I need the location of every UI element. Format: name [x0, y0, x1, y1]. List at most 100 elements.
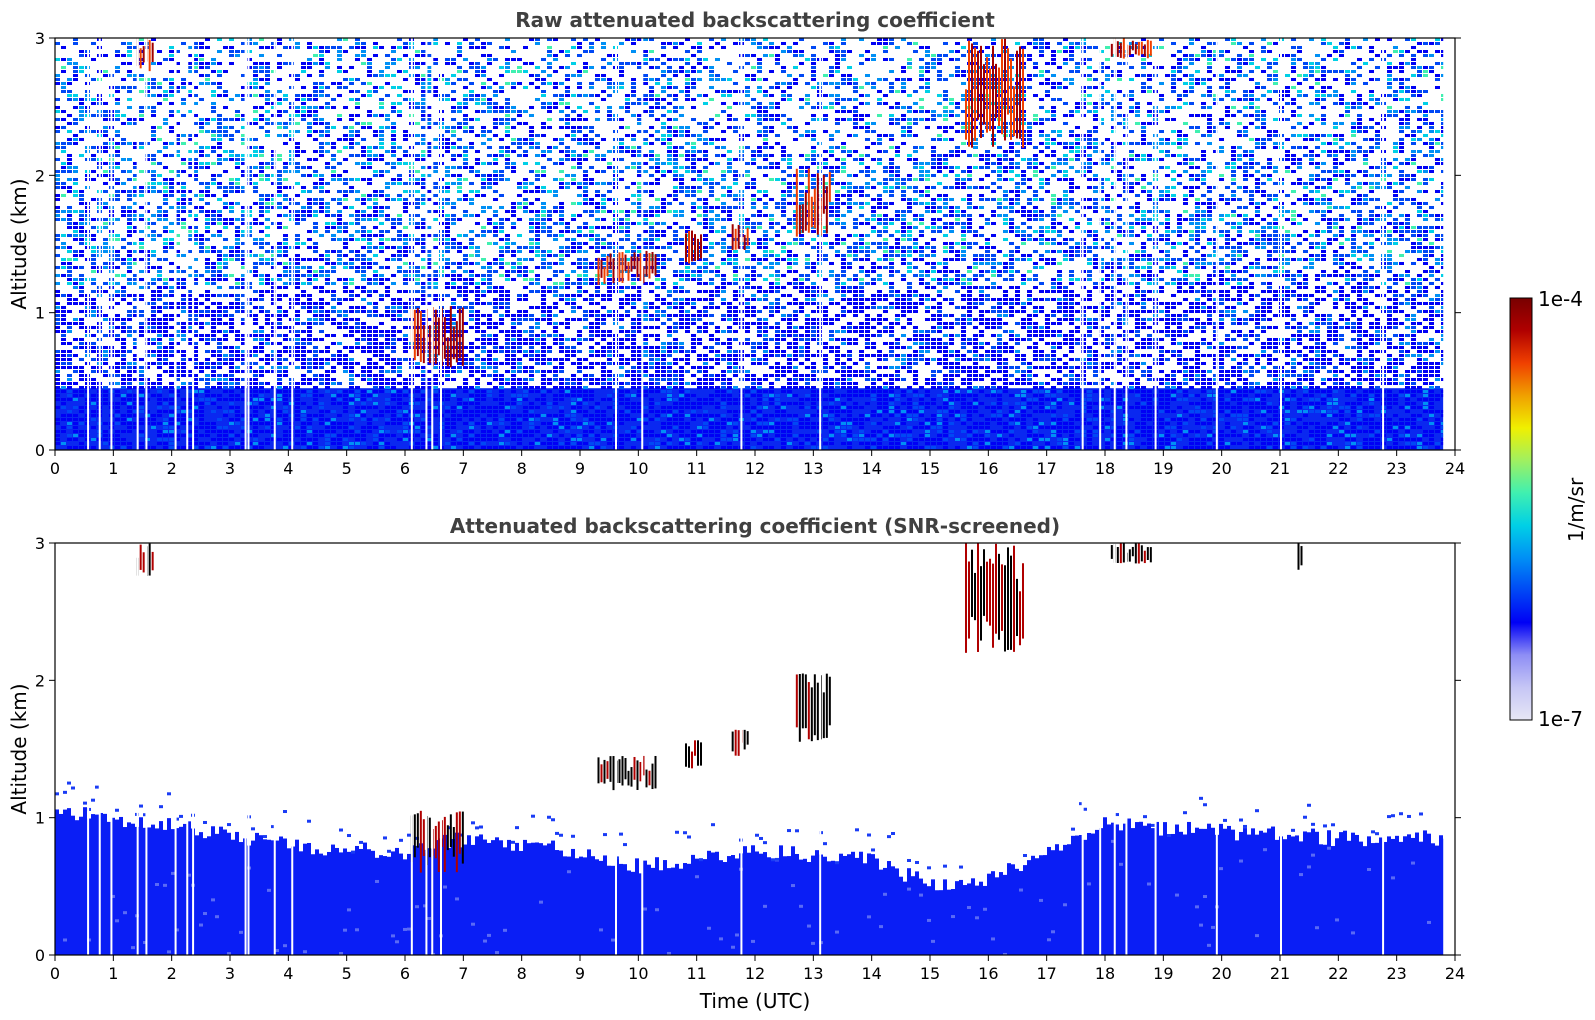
- backscatter-speckle: [295, 214, 300, 217]
- backscatter-speckle: [541, 106, 546, 109]
- backscatter-speckle: [67, 210, 72, 213]
- backscatter-speckle: [505, 434, 510, 437]
- backscatter-speckle: [277, 362, 282, 365]
- backscatter-speckle: [61, 110, 66, 113]
- backscatter-speckle: [403, 78, 408, 81]
- backscatter-speckle: [151, 306, 156, 309]
- backscatter-speckle: [355, 106, 360, 109]
- backscatter-speckle: [241, 386, 246, 389]
- backscatter-speckle: [199, 446, 204, 449]
- backscatter-speckle: [403, 238, 408, 241]
- backscatter-speckle: [199, 54, 204, 57]
- backscatter-speckle: [547, 110, 552, 113]
- backscatter-speckle: [259, 442, 264, 445]
- backscatter-speckle: [355, 98, 360, 101]
- backscatter-speckle: [235, 286, 240, 289]
- backscatter-speckle: [163, 442, 168, 445]
- backscatter-speckle: [217, 382, 222, 385]
- backscatter-speckle: [481, 186, 486, 189]
- backscatter-speckle: [151, 214, 156, 217]
- backscatter-speckle: [187, 430, 192, 433]
- backscatter-speckle: [499, 246, 504, 249]
- backscatter-speckle: [115, 338, 120, 341]
- backscatter-speckle: [451, 394, 456, 397]
- backscatter-speckle: [115, 274, 120, 277]
- backscatter-speckle: [523, 378, 528, 381]
- backscatter-speckle: [259, 222, 264, 225]
- backscatter-speckle: [241, 430, 246, 433]
- backscatter-speckle: [241, 186, 246, 189]
- backscatter-speckle: [133, 394, 138, 397]
- backscatter-speckle: [499, 146, 504, 149]
- backscatter-speckle: [169, 390, 174, 393]
- backscatter-speckle: [331, 382, 336, 385]
- backscatter-speckle: [529, 258, 534, 261]
- backscatter-speckle: [271, 354, 276, 357]
- backscatter-speckle: [265, 110, 270, 113]
- backscatter-speckle: [103, 182, 108, 185]
- backscatter-speckle: [151, 78, 156, 81]
- backscatter-speckle: [511, 222, 516, 225]
- backscatter-speckle: [517, 342, 522, 345]
- backscatter-speckle: [343, 346, 348, 349]
- backscatter-speckle: [181, 226, 186, 229]
- backscatter-speckle: [127, 350, 132, 353]
- backscatter-speckle: [313, 302, 318, 305]
- backscatter-speckle: [499, 230, 504, 233]
- backscatter-speckle: [79, 118, 84, 121]
- backscatter-speckle: [427, 414, 432, 417]
- backscatter-speckle: [307, 134, 312, 137]
- backscatter-speckle: [373, 438, 378, 441]
- backscatter-speckle: [241, 74, 246, 77]
- backscatter-speckle: [379, 294, 384, 297]
- backscatter-speckle: [421, 202, 426, 205]
- backscatter-speckle: [163, 426, 168, 429]
- backscatter-speckle: [61, 322, 66, 325]
- backscatter-speckle: [205, 166, 210, 169]
- backscatter-speckle: [103, 70, 108, 73]
- backscatter-speckle: [175, 154, 180, 157]
- backscatter-speckle: [241, 350, 246, 353]
- backscatter-speckle: [313, 86, 318, 89]
- backscatter-speckle: [61, 418, 66, 421]
- backscatter-speckle: [199, 190, 204, 193]
- backscatter-speckle: [505, 166, 510, 169]
- backscatter-speckle: [553, 70, 558, 73]
- backscatter-speckle: [277, 410, 282, 413]
- backscatter-speckle: [313, 230, 318, 233]
- backscatter-speckle: [541, 358, 546, 361]
- backscatter-speckle: [133, 346, 138, 349]
- backscatter-speckle: [271, 418, 276, 421]
- backscatter-speckle: [367, 110, 372, 113]
- backscatter-speckle: [157, 338, 162, 341]
- backscatter-speckle: [379, 378, 384, 381]
- backscatter-speckle: [55, 246, 60, 249]
- backscatter-speckle: [301, 438, 306, 441]
- backscatter-speckle: [127, 242, 132, 245]
- backscatter-speckle: [307, 422, 312, 425]
- backscatter-speckle: [379, 314, 384, 317]
- backscatter-speckle: [277, 222, 282, 225]
- backscatter-speckle: [463, 422, 468, 425]
- backscatter-speckle: [133, 142, 138, 145]
- backscatter-speckle: [493, 362, 498, 365]
- backscatter-speckle: [517, 298, 522, 301]
- backscatter-speckle: [199, 130, 204, 133]
- backscatter-speckle: [133, 366, 138, 369]
- backscatter-speckle: [535, 342, 540, 345]
- backscatter-speckle: [265, 62, 270, 65]
- backscatter-speckle: [355, 318, 360, 321]
- backscatter-speckle: [139, 190, 144, 193]
- backscatter-speckle: [235, 226, 240, 229]
- backscatter-speckle: [523, 410, 528, 413]
- backscatter-speckle: [205, 322, 210, 325]
- backscatter-speckle: [91, 290, 96, 293]
- backscatter-speckle: [427, 198, 432, 201]
- backscatter-speckle: [157, 266, 162, 269]
- backscatter-speckle: [133, 406, 138, 409]
- backscatter-speckle: [61, 166, 66, 169]
- backscatter-speckle: [355, 414, 360, 417]
- backscatter-speckle: [331, 106, 336, 109]
- backscatter-speckle: [415, 446, 420, 449]
- backscatter-speckle: [259, 62, 264, 65]
